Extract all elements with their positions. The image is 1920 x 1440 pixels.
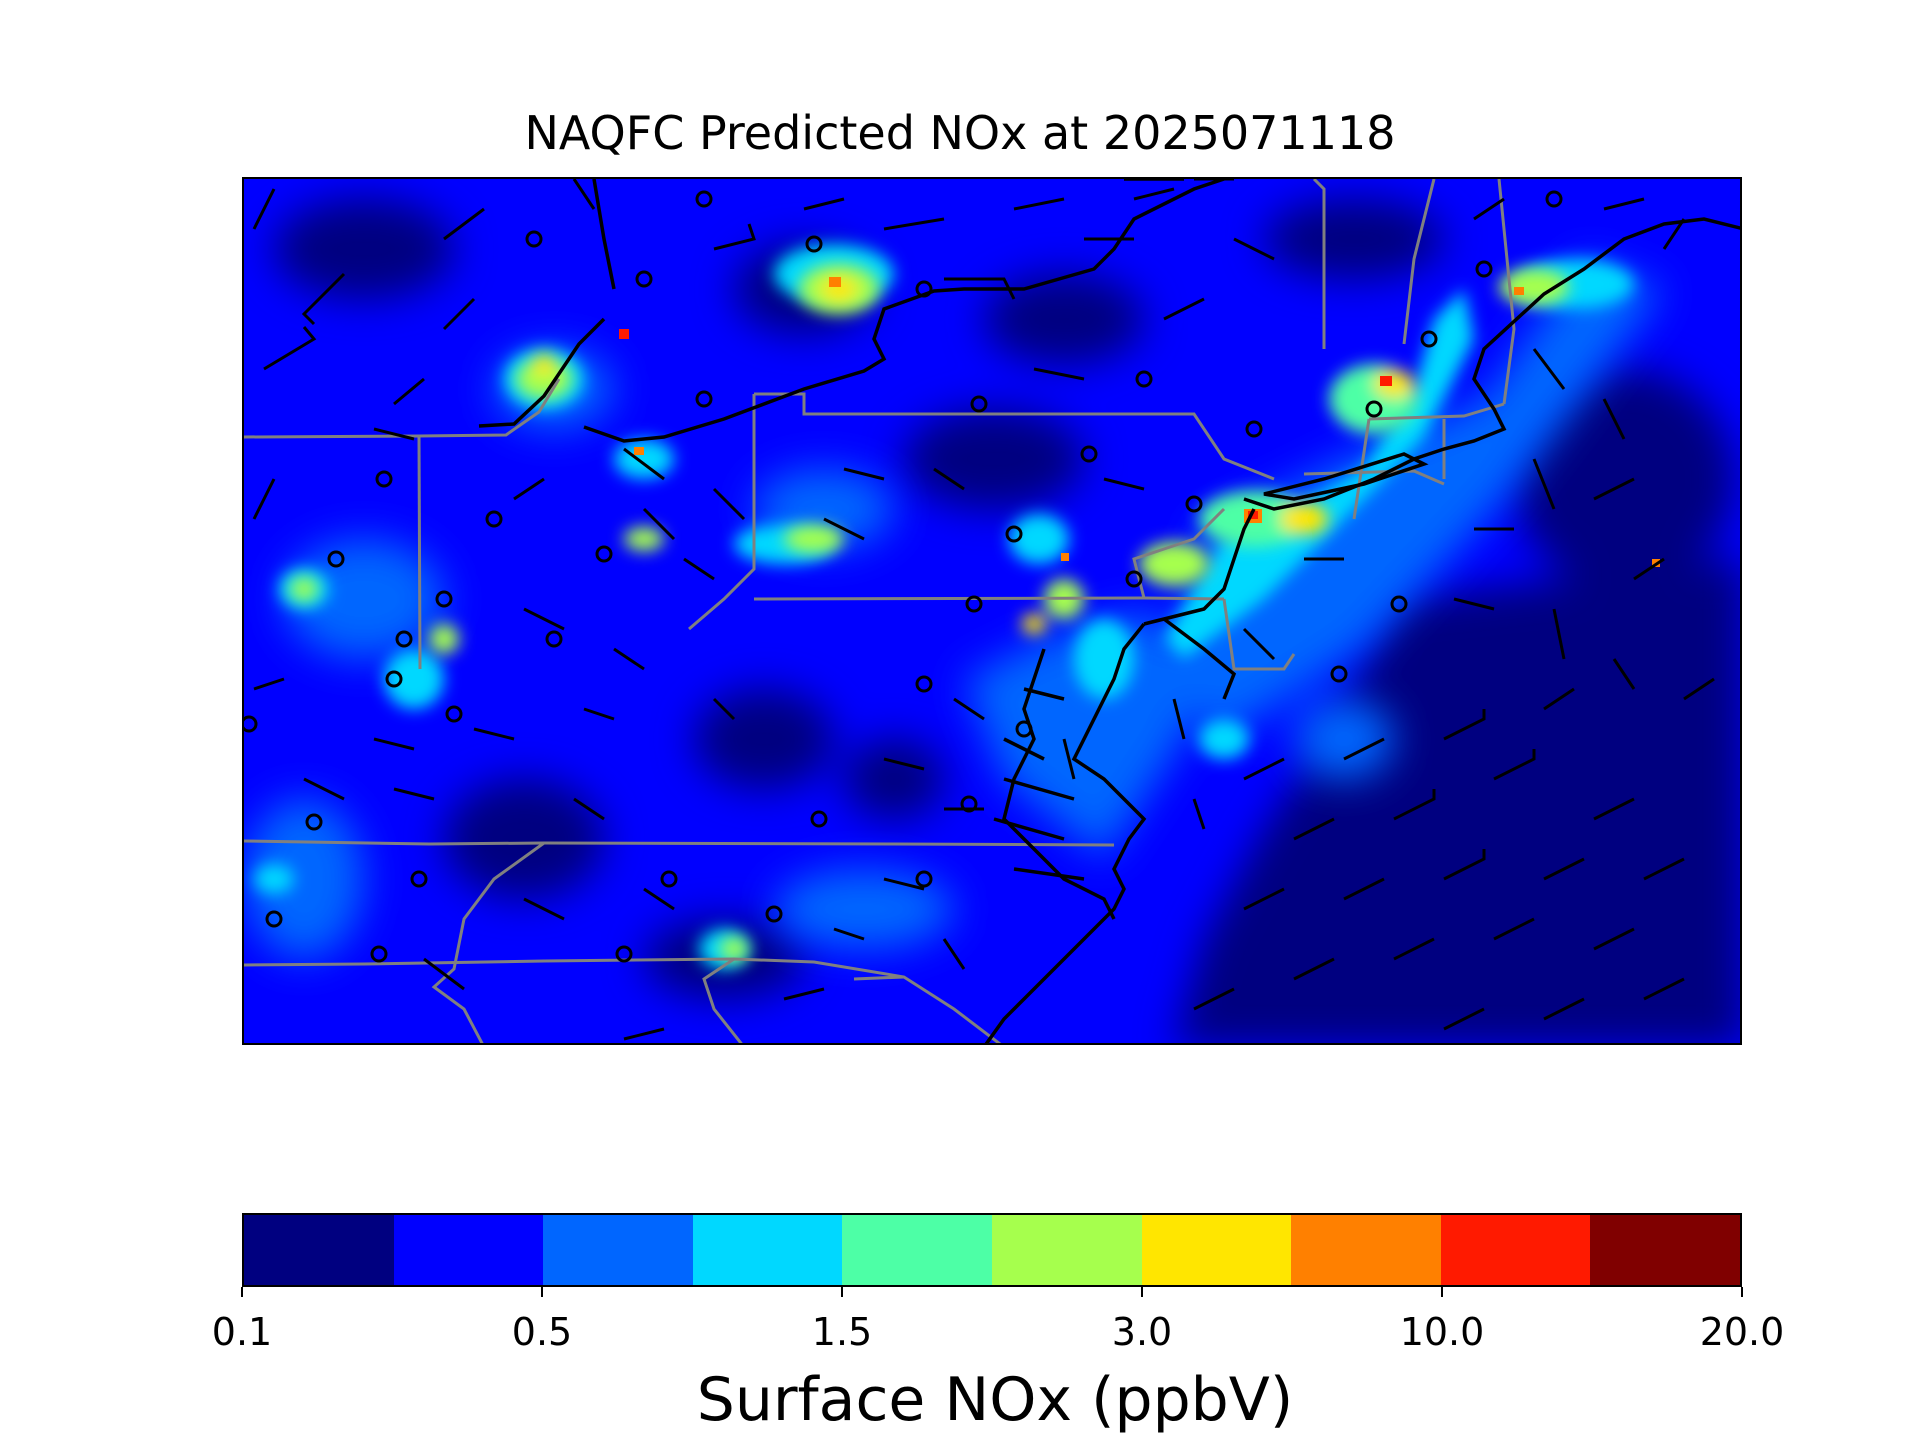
colorbar-segment: [1440, 1215, 1591, 1285]
map-title: NAQFC Predicted NOx at 2025071118: [524, 106, 1396, 160]
colorbar-segment: [543, 1215, 693, 1285]
colorbar-tick-label: 10.0: [1399, 1310, 1485, 1354]
colorbar-segment: [1590, 1215, 1740, 1285]
colorbar-segment: [244, 1215, 394, 1285]
medium-concentration-areas: [244, 259, 1664, 959]
colorbar-tick-label: 1.5: [811, 1310, 873, 1354]
colorbar-tick: [241, 1287, 243, 1297]
colorbar-segment: [692, 1215, 843, 1285]
colorbar-label: Surface NOx (ppbV): [696, 1365, 1294, 1435]
calm-wind-markers: [244, 190, 1563, 963]
colorbar-tick: [1441, 1287, 1443, 1297]
map-canvas: [244, 179, 1740, 1043]
nox-map: [242, 177, 1742, 1045]
colorbar-segment: [842, 1215, 992, 1285]
wind-barbs: [252, 179, 1715, 1041]
colorbar-tick-label: 20.0: [1699, 1310, 1785, 1354]
colorbar: [242, 1213, 1742, 1287]
colorbar-tick-label: 3.0: [1111, 1310, 1173, 1354]
colorbar-tick-label: 0.5: [511, 1310, 573, 1354]
colorbar-segment: [393, 1215, 544, 1285]
low-concentration-areas: [274, 199, 1740, 1043]
colorbar-tick: [1141, 1287, 1143, 1297]
colorbar-tick: [1741, 1287, 1743, 1297]
colorbar-segment: [1291, 1215, 1441, 1285]
colorbar-tick: [841, 1287, 843, 1297]
colorbar-segment: [991, 1215, 1142, 1285]
colorbar-tick: [541, 1287, 543, 1297]
state-borders: [244, 179, 1516, 1043]
colorbar-segment: [1141, 1215, 1292, 1285]
colorbar-tick-label: 0.1: [211, 1310, 273, 1354]
